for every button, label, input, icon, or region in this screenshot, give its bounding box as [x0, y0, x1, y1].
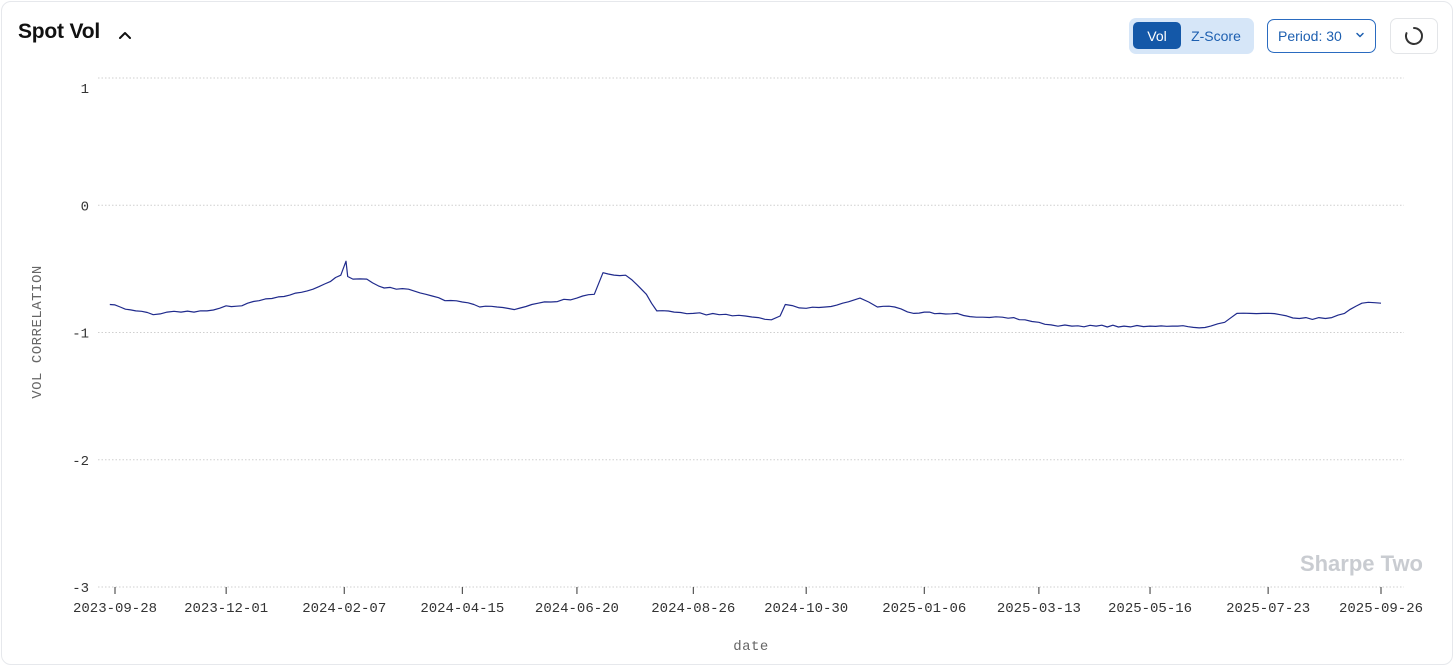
x-axis: 2023-09-28 2023-12-01 2024-02-07 2024-04-15… [73, 587, 1423, 617]
x-tick-label: 2023-12-01 [184, 601, 268, 617]
collapse-button[interactable] [114, 24, 136, 46]
toggle-vol[interactable]: Vol [1133, 22, 1181, 49]
x-tick-label: 2023-09-28 [73, 601, 157, 617]
x-tick-label: 2025-01-06 [882, 601, 966, 617]
y-tick-label: 1 [81, 82, 89, 98]
x-tick-label: 2024-04-15 [420, 601, 504, 617]
refresh-button[interactable] [1390, 18, 1438, 54]
x-tick-label: 2025-07-23 [1226, 601, 1310, 617]
grid [98, 77, 1404, 588]
y-axis-title: VOL CORRELATION [30, 265, 46, 399]
watermark: Sharpe Two [1300, 551, 1423, 576]
x-tick-label: 2024-08-26 [651, 601, 735, 617]
x-tick-label: 2024-06-20 [535, 601, 619, 617]
x-tick-label: 2025-09-26 [1339, 601, 1423, 617]
y-tick-label: -2 [72, 454, 89, 470]
y-axis: 1 0 -1 -2 -3 [72, 82, 89, 597]
period-select-label: Period: 30 [1278, 28, 1342, 44]
x-tick-label: 2024-10-30 [764, 601, 848, 617]
x-tick-label: 2025-03-13 [997, 601, 1081, 617]
spinner-icon [1405, 27, 1423, 45]
plot-area [109, 260, 1382, 329]
period-select[interactable]: Period: 30 [1267, 19, 1376, 53]
y-tick-label: -1 [72, 327, 89, 343]
x-tick-label: 2024-02-07 [302, 601, 386, 617]
chevron-down-icon [1356, 32, 1364, 38]
series-line [109, 260, 1382, 329]
page-title: Spot Vol [18, 20, 101, 43]
x-axis-title: date [733, 639, 769, 655]
y-tick-label: 0 [81, 199, 89, 215]
chevron-up-icon [119, 32, 131, 39]
toggle-z-score[interactable]: Z-Score [1191, 27, 1241, 44]
mode-toggle: Vol Z-Score [1129, 18, 1254, 54]
y-tick-label: -3 [72, 581, 89, 597]
x-tick-label: 2025-05-16 [1108, 601, 1192, 617]
